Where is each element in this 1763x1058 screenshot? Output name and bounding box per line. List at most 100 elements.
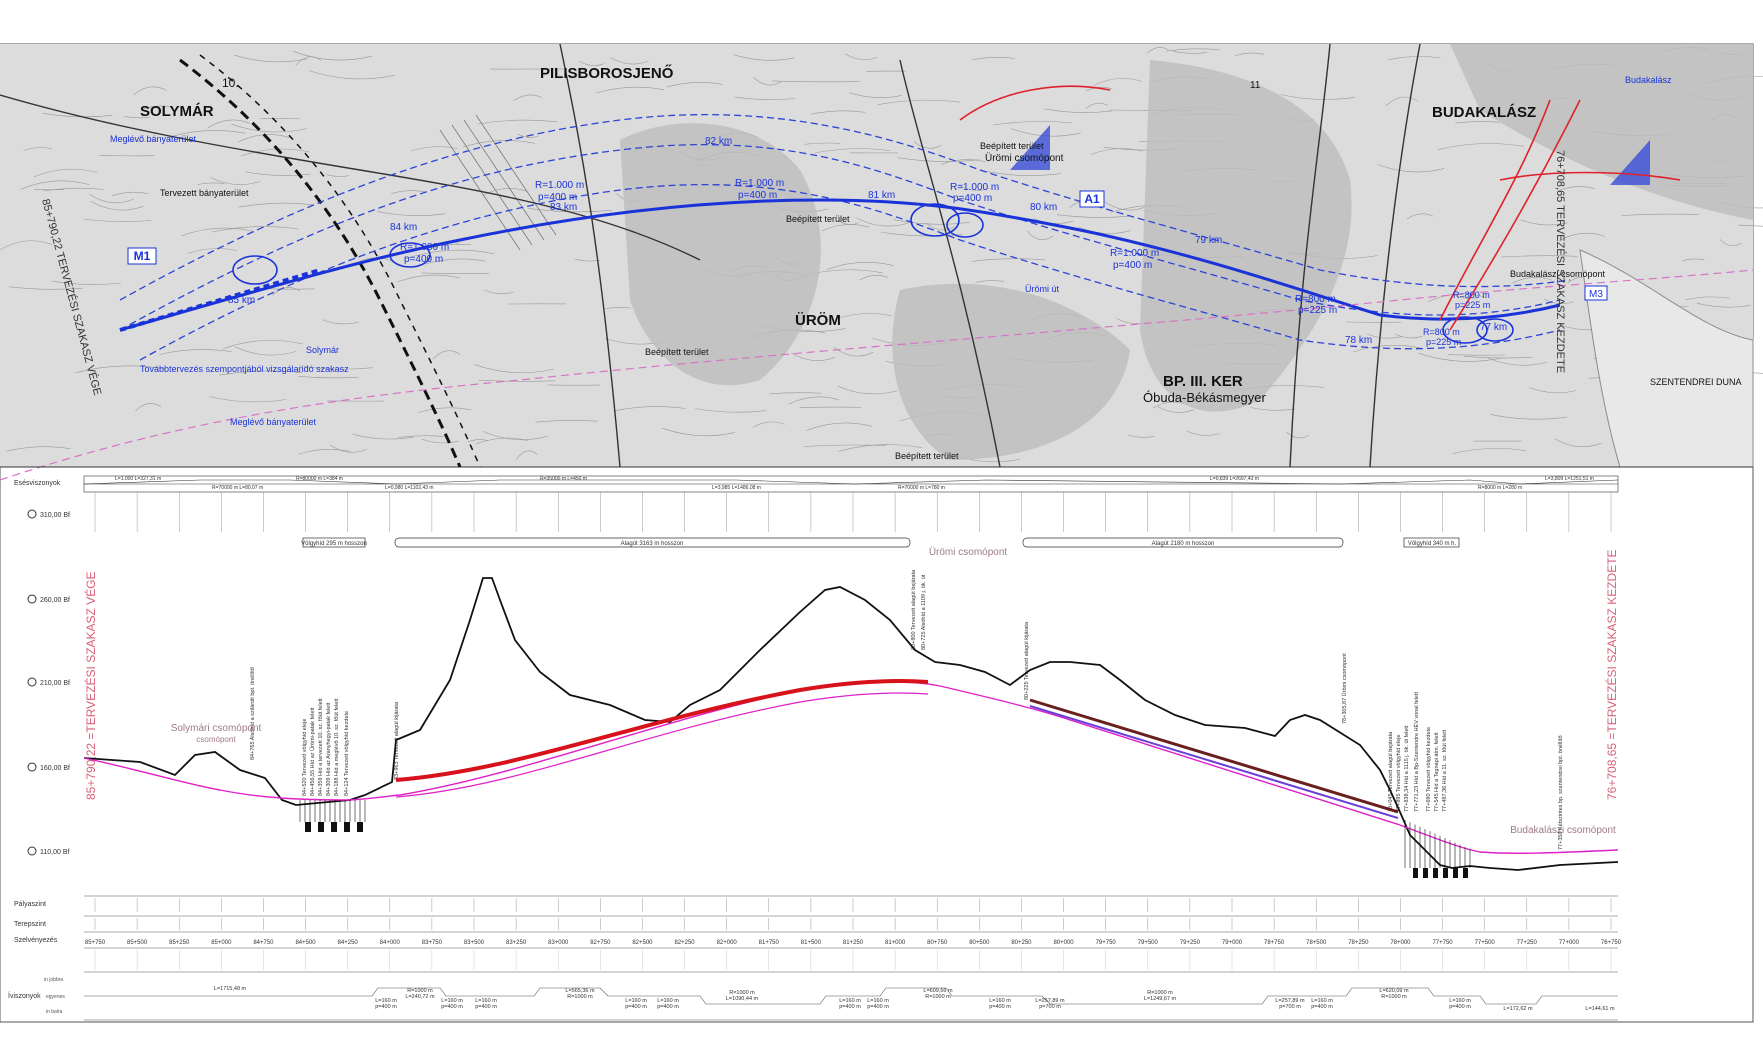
station-label: 83+750	[422, 940, 443, 946]
contour-line	[1166, 48, 1220, 52]
station-label: 83+250	[506, 940, 527, 946]
station-label: 80+750	[927, 940, 948, 946]
station-label: 80+000	[1053, 940, 1074, 946]
built-up-areas	[620, 44, 1753, 460]
annotation-label: 77+545 Híd a Tegnapi átm. felett	[1434, 732, 1440, 812]
contour-line	[219, 370, 303, 376]
contour-line	[299, 365, 373, 370]
contour-line	[811, 110, 866, 115]
contour-line	[1490, 414, 1568, 420]
iv-label: L=160 m p=400 m	[1311, 998, 1333, 1010]
contour-line	[1146, 47, 1169, 54]
station-label: 83+500	[464, 940, 485, 946]
bridge-piers-right	[1413, 868, 1468, 878]
contour-line	[476, 437, 528, 445]
station-label: 84+000	[380, 940, 401, 946]
contour-line	[1105, 201, 1147, 211]
contour-line	[513, 94, 542, 101]
contour-line	[1186, 430, 1220, 436]
contour-line	[515, 450, 538, 460]
contour-line	[322, 319, 359, 325]
contour-line	[799, 406, 861, 408]
tunnel-1	[395, 678, 929, 782]
contour-line	[272, 287, 300, 296]
existing-roads	[0, 43, 1421, 468]
station-label: 78+250	[1348, 940, 1369, 946]
bridge-pier-lines	[299, 800, 1471, 868]
station-label: 81+750	[759, 940, 780, 946]
contour-line	[1085, 102, 1109, 109]
radius-label: R=1.000 m	[1110, 248, 1159, 259]
contour-line	[733, 54, 795, 61]
contour-line	[234, 346, 297, 356]
svg-text:R=70000 m L=80,07 m: R=70000 m L=80,07 m	[212, 485, 263, 491]
contour-line	[411, 146, 458, 152]
contour-line	[1464, 356, 1533, 359]
iv-label: L=144,61 m	[1585, 1006, 1615, 1012]
contour-line	[1455, 121, 1500, 124]
contour-line	[482, 431, 548, 441]
radius-label: p=400 m	[953, 193, 992, 204]
red-road-links	[959, 85, 1681, 331]
svg-text:M3: M3	[1589, 289, 1603, 300]
station-label: 83+000	[548, 940, 569, 946]
junction-label-sub: csomópont	[196, 735, 236, 744]
iv-label: R=1000 m L=1249,67 m	[1144, 990, 1177, 1002]
contour-line	[814, 148, 890, 154]
contour-line	[975, 280, 1005, 283]
contour-line	[822, 224, 870, 231]
annotation-label: 80+800 Tervezett alagút bejárata	[911, 569, 917, 650]
station-label: 81+500	[801, 940, 822, 946]
station-label: 76+750	[1601, 940, 1622, 946]
contour-line	[1157, 406, 1194, 413]
contour-line	[308, 70, 395, 80]
iv-label: L=172,62 m	[1503, 1006, 1533, 1012]
contour-line	[135, 403, 162, 412]
annotation-label: 78+305,87 Ürömi csomópont	[1341, 653, 1348, 724]
junction-label: Solymári csomópont	[171, 723, 262, 734]
contour-line	[1621, 213, 1699, 216]
station-label: 77+250	[1517, 940, 1538, 946]
profile-panel: Esésviszonyok Pályaszint Terepszint Szel…	[0, 466, 1753, 1021]
area-label: Solymár	[306, 345, 339, 355]
contour-line	[1395, 333, 1423, 339]
station-label: 77+750	[1432, 940, 1453, 946]
radius-label: R=800 m	[1295, 294, 1336, 305]
station-label: 79+500	[1138, 940, 1159, 946]
contour-line	[209, 396, 286, 403]
contour-line	[1529, 387, 1577, 394]
contour-line	[984, 170, 1061, 176]
radius-label: p=400 m	[1113, 260, 1152, 271]
svg-text:260,00 Bf: 260,00 Bf	[40, 597, 70, 604]
contour-line	[0, 240, 53, 250]
svg-text:Alagút 3163 m hosszon: Alagút 3163 m hosszon	[621, 541, 684, 547]
contour-line	[993, 121, 1072, 126]
station-label: 79+250	[1180, 940, 1201, 946]
iv-label: L=609,66 m R=1000 m	[923, 988, 953, 1000]
contour-line	[33, 168, 97, 178]
station-label: 82+250	[674, 940, 695, 946]
contour-line	[1367, 333, 1402, 339]
contour-line	[1026, 230, 1054, 241]
svg-text:L=1.000 L=327,31 m: L=1.000 L=327,31 m	[115, 476, 161, 482]
km-label: 82 km	[705, 136, 732, 147]
contour-line	[51, 280, 121, 285]
contour-line	[769, 392, 821, 395]
contour-line	[398, 435, 444, 438]
contour-line	[23, 147, 53, 151]
contour-line	[478, 379, 556, 382]
contour-line	[397, 274, 461, 283]
contour-line	[42, 113, 113, 118]
contour-line	[877, 99, 961, 106]
contour-line	[1044, 108, 1112, 113]
km-label: 79 km	[1195, 235, 1222, 246]
contour-line	[143, 105, 174, 110]
contour-line	[859, 274, 888, 281]
contour-line	[421, 272, 490, 274]
contour-line	[610, 57, 649, 65]
railway-line-2	[199, 54, 481, 468]
value-rows	[94, 898, 1612, 970]
svg-text:A1: A1	[1084, 192, 1100, 206]
contour-line	[1172, 50, 1208, 54]
station-label: 85+750	[85, 940, 106, 946]
